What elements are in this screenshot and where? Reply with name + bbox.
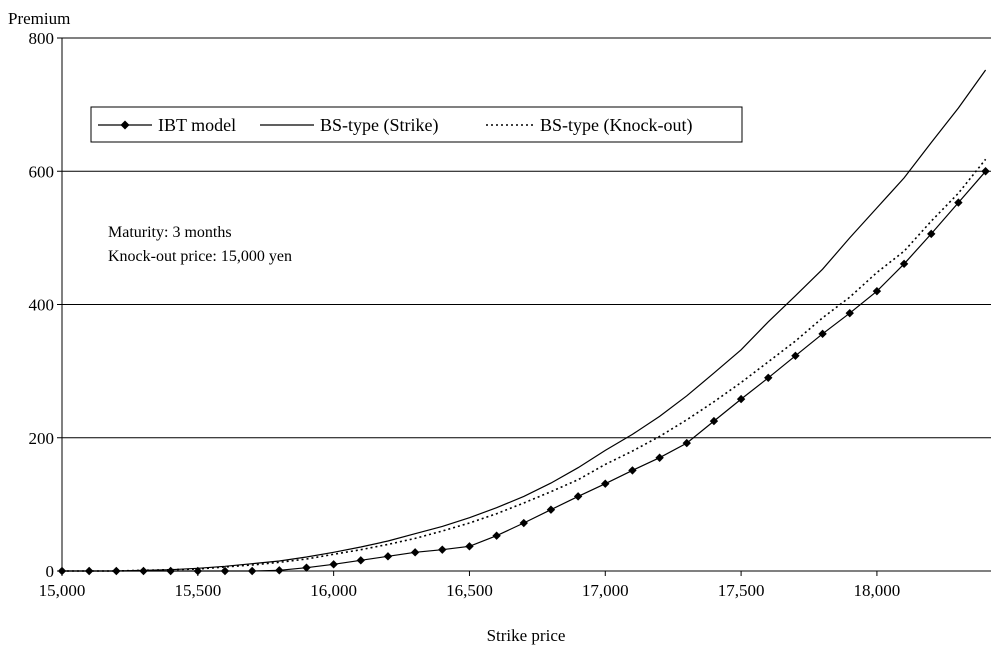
ibt-marker-4 (166, 566, 175, 576)
ibt-marker-29 (845, 308, 854, 318)
legend-label-bs-strike: BS-type (Strike) (320, 115, 439, 136)
ibt-marker-26 (764, 373, 773, 382)
y-tick-label-0: 0 (46, 562, 55, 581)
x-tick-label-16500: 16,500 (446, 581, 493, 600)
annotations: Maturity: 3 months Knock-out price: 15,0… (108, 224, 292, 265)
ibt-marker-15 (465, 542, 474, 551)
x-tick-label-16000: 16,000 (310, 581, 357, 600)
ibt-marker-14 (438, 545, 447, 554)
ibt-marker-9 (302, 563, 311, 572)
ibt-marker-23 (682, 438, 691, 448)
ibt-marker-2 (112, 566, 121, 576)
ibt-marker-16 (492, 531, 501, 540)
ibt-marker-22 (655, 453, 664, 462)
ibt-marker-32 (927, 229, 936, 239)
y-tick-label-200: 200 (29, 429, 55, 448)
x-tick-label-15000: 15,000 (39, 581, 86, 600)
series-lines (62, 69, 987, 572)
ibt-marker-6 (220, 566, 230, 576)
x-tick-label-17000: 17,000 (582, 581, 629, 600)
x-tick-label-15500: 15,500 (174, 581, 221, 600)
ibt-marker-17 (519, 518, 528, 528)
y-tick-label-800: 800 (29, 29, 55, 48)
x-tick-label-18000: 18,000 (854, 581, 901, 600)
series-line-1 (62, 69, 987, 572)
ibt-marker-18 (546, 505, 556, 514)
ibt-marker-8 (275, 566, 284, 575)
ibt-marker-30 (872, 286, 882, 296)
legend-marker-ibt (120, 120, 130, 130)
series-markers (57, 167, 990, 576)
annotation-knockout-price: Knock-out price: 15,000 yen (108, 248, 292, 265)
ibt-marker-19 (573, 492, 583, 501)
annotation-maturity: Maturity: 3 months (108, 224, 232, 241)
ibt-marker-3 (139, 566, 148, 576)
x-axis-title: Strike price (487, 626, 566, 645)
ibt-marker-20 (601, 479, 610, 488)
series-line-2 (62, 158, 987, 572)
legend-label-bs-knockout: BS-type (Knock-out) (540, 115, 692, 136)
ibt-marker-28 (818, 329, 827, 339)
ibt-marker-25 (736, 394, 746, 404)
ibt-marker-31 (899, 259, 909, 269)
y-tick-label-400: 400 (29, 296, 55, 315)
ibt-marker-11 (356, 556, 366, 565)
y-axis-title: Premium (8, 9, 70, 28)
legend-label-ibt: IBT model (158, 115, 236, 135)
legend: IBT model BS-type (Strike) BS-type (Knoc… (90, 106, 743, 143)
ibt-marker-33 (954, 198, 963, 207)
y-tick-label-600: 600 (29, 162, 55, 181)
tick-labels: 0 200 400 600 800 15,000 15,500 16,000 16,500 17,… (29, 29, 901, 600)
legend-box (90, 106, 743, 143)
ibt-marker-12 (383, 552, 393, 561)
ibt-marker-0 (57, 566, 67, 576)
ibt-marker-7 (247, 566, 257, 576)
ibt-marker-21 (628, 466, 637, 475)
ibt-marker-1 (84, 566, 94, 576)
ibt-marker-5 (193, 566, 203, 576)
ibt-marker-34 (981, 167, 990, 176)
ibt-marker-27 (791, 351, 800, 361)
gridlines (62, 37, 991, 439)
ibt-marker-13 (410, 548, 420, 557)
ibt-marker-24 (709, 416, 719, 426)
ibt-marker-10 (329, 560, 338, 569)
x-tick-label-17500: 17,500 (718, 581, 765, 600)
